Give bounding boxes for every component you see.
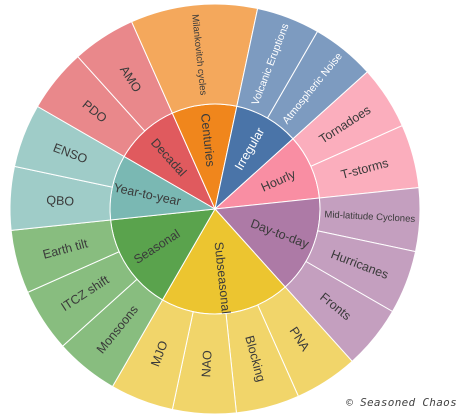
outer-ring (9, 3, 421, 415)
credit-text: © Seasoned Chaos (346, 396, 457, 409)
inner-ring (109, 103, 321, 315)
outer-slice-enso[interactable] (13, 105, 125, 188)
